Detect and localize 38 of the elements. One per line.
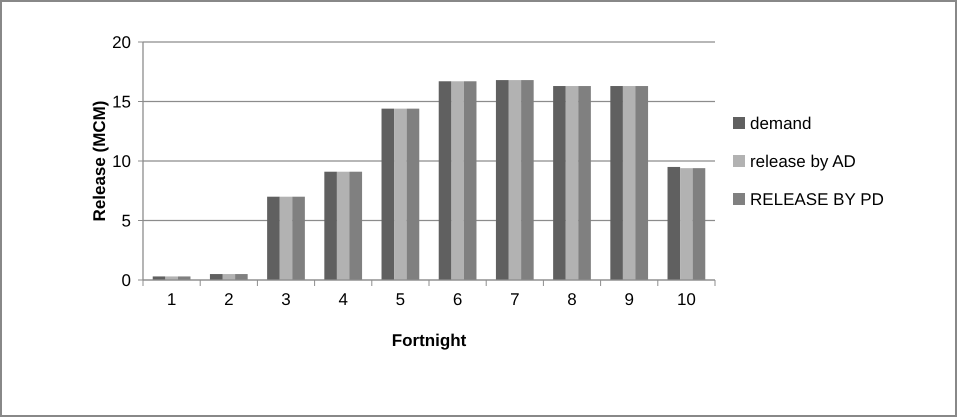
- bar: [566, 86, 578, 280]
- bar: [336, 172, 350, 280]
- bar: [210, 274, 223, 280]
- y-tick-label: 10: [112, 152, 131, 171]
- bar: [267, 196, 280, 280]
- x-tick-label: 10: [676, 290, 696, 309]
- legend-label: RELEASE BY PD: [750, 190, 884, 209]
- bar: [382, 108, 394, 280]
- y-tick-label: 20: [112, 32, 131, 52]
- bar: [610, 86, 623, 280]
- x-tick-label: 7: [510, 290, 520, 309]
- bar: [451, 81, 464, 280]
- x-tick-label: 8: [567, 290, 577, 309]
- bar: [324, 172, 337, 280]
- bar: [394, 108, 407, 280]
- bar: [553, 86, 566, 280]
- bar: [438, 81, 452, 280]
- bar: [508, 80, 522, 280]
- bar: [496, 80, 509, 280]
- y-tick-label: 5: [122, 211, 131, 230]
- x-tick-label: 1: [166, 290, 176, 309]
- bar: [680, 168, 693, 280]
- x-tick-label: 3: [281, 290, 291, 309]
- legend-label: release by AD: [750, 152, 856, 171]
- x-tick-label: 4: [338, 290, 348, 309]
- y-tick-label: 0: [122, 270, 131, 290]
- x-tick-label: 5: [396, 290, 406, 309]
- bar: [280, 196, 292, 280]
- bar: [222, 274, 236, 280]
- x-axis-title: Fortnight: [392, 331, 467, 350]
- legend-label: demand: [750, 114, 812, 133]
- y-axis-title: Release (MCM): [90, 100, 109, 222]
- bar: [622, 86, 636, 280]
- x-tick-label: 2: [224, 290, 234, 309]
- y-tick-label: 15: [112, 92, 131, 112]
- x-tick-label: 9: [624, 290, 634, 309]
- x-tick-label: 6: [452, 290, 462, 309]
- bar: [668, 166, 680, 280]
